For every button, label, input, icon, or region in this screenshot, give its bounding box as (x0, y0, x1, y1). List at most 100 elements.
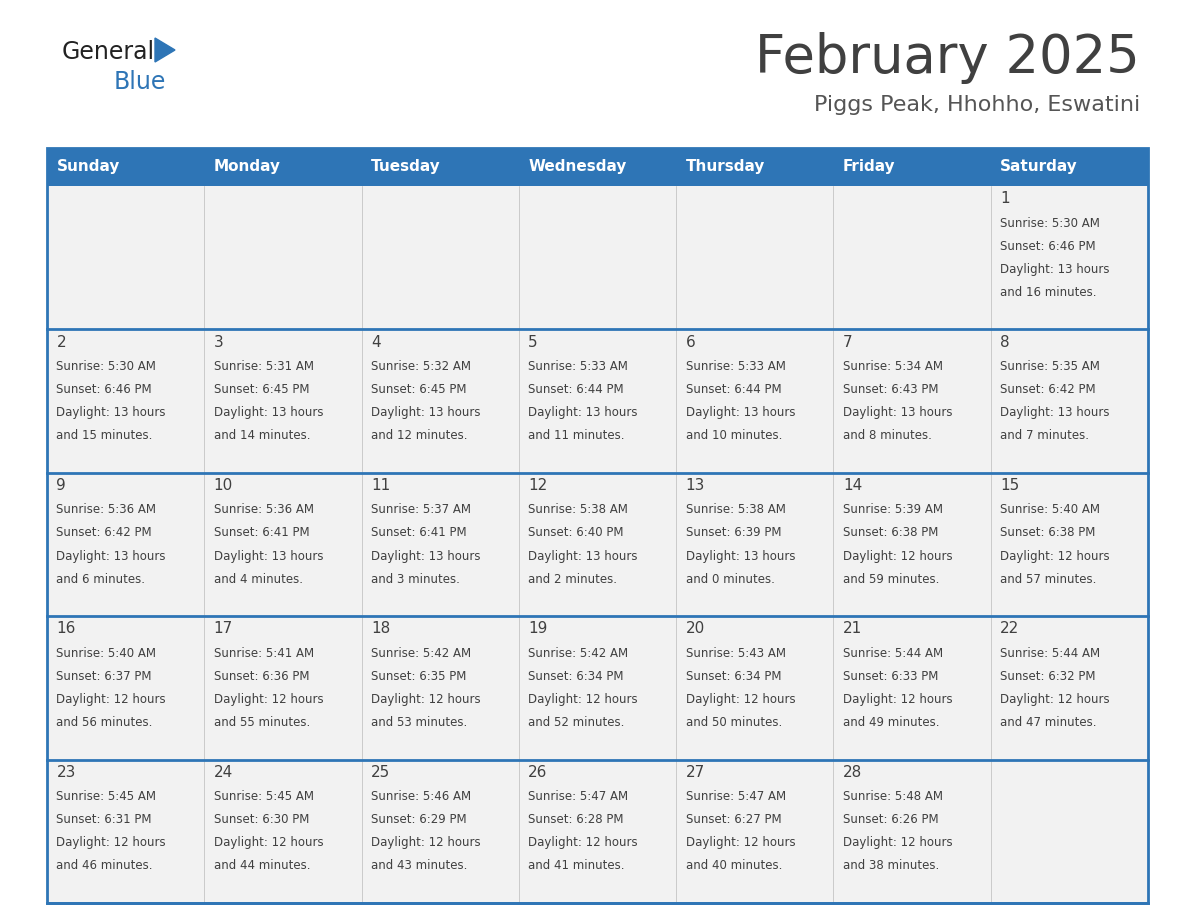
Bar (834, 186, 991, 330)
Text: Sunrise: 5:44 AM: Sunrise: 5:44 AM (1000, 646, 1100, 660)
Text: 18: 18 (371, 621, 391, 636)
Text: Sunset: 6:31 PM: Sunset: 6:31 PM (57, 813, 152, 826)
Bar (519, 759, 676, 903)
Text: Sunset: 6:29 PM: Sunset: 6:29 PM (371, 813, 467, 826)
Bar (204, 148, 361, 186)
Text: Daylight: 12 hours: Daylight: 12 hours (685, 693, 795, 706)
Text: and 52 minutes.: and 52 minutes. (529, 716, 625, 729)
Text: 21: 21 (842, 621, 862, 636)
Text: and 38 minutes.: and 38 minutes. (842, 859, 940, 872)
Text: Sunrise: 5:47 AM: Sunrise: 5:47 AM (685, 790, 785, 803)
Text: Sunrise: 5:44 AM: Sunrise: 5:44 AM (842, 646, 943, 660)
Text: Sunset: 6:38 PM: Sunset: 6:38 PM (842, 526, 939, 540)
Text: 11: 11 (371, 478, 391, 493)
Text: Sunset: 6:42 PM: Sunset: 6:42 PM (57, 526, 152, 540)
Bar (204, 330, 361, 473)
Text: Sunrise: 5:36 AM: Sunrise: 5:36 AM (57, 503, 157, 516)
Bar (48, 330, 204, 473)
Text: Sunset: 6:46 PM: Sunset: 6:46 PM (57, 383, 152, 396)
Text: and 4 minutes.: and 4 minutes. (214, 573, 303, 586)
Text: Daylight: 12 hours: Daylight: 12 hours (371, 693, 481, 706)
Bar (519, 473, 676, 616)
Text: 7: 7 (842, 335, 853, 350)
Bar (676, 330, 834, 473)
Text: and 0 minutes.: and 0 minutes. (685, 573, 775, 586)
Text: and 43 minutes.: and 43 minutes. (371, 859, 467, 872)
Text: 24: 24 (214, 765, 233, 779)
Text: Sunset: 6:46 PM: Sunset: 6:46 PM (1000, 240, 1095, 252)
Text: Sunrise: 5:42 AM: Sunrise: 5:42 AM (529, 646, 628, 660)
Bar (676, 148, 834, 186)
Text: and 40 minutes.: and 40 minutes. (685, 859, 782, 872)
Text: Daylight: 12 hours: Daylight: 12 hours (1000, 693, 1110, 706)
Text: Daylight: 13 hours: Daylight: 13 hours (1000, 263, 1110, 275)
Text: and 49 minutes.: and 49 minutes. (842, 716, 940, 729)
Text: Daylight: 13 hours: Daylight: 13 hours (529, 550, 638, 563)
Bar (361, 148, 519, 186)
Text: Sunset: 6:44 PM: Sunset: 6:44 PM (685, 383, 782, 396)
Text: and 41 minutes.: and 41 minutes. (529, 859, 625, 872)
Text: Daylight: 12 hours: Daylight: 12 hours (685, 836, 795, 849)
Text: Friday: Friday (842, 160, 896, 174)
Text: and 46 minutes.: and 46 minutes. (57, 859, 153, 872)
Text: and 7 minutes.: and 7 minutes. (1000, 430, 1089, 442)
Bar (834, 148, 991, 186)
Text: Daylight: 12 hours: Daylight: 12 hours (529, 693, 638, 706)
Text: Sunrise: 5:38 AM: Sunrise: 5:38 AM (685, 503, 785, 516)
Text: Daylight: 12 hours: Daylight: 12 hours (371, 836, 481, 849)
Text: 1: 1 (1000, 191, 1010, 207)
Text: Daylight: 13 hours: Daylight: 13 hours (685, 550, 795, 563)
Text: Sunrise: 5:38 AM: Sunrise: 5:38 AM (529, 503, 628, 516)
Text: 15: 15 (1000, 478, 1019, 493)
Text: Sunset: 6:34 PM: Sunset: 6:34 PM (529, 670, 624, 683)
Text: Sunrise: 5:37 AM: Sunrise: 5:37 AM (371, 503, 470, 516)
Text: Daylight: 13 hours: Daylight: 13 hours (214, 406, 323, 420)
Bar (676, 616, 834, 759)
Text: Sunset: 6:36 PM: Sunset: 6:36 PM (214, 670, 309, 683)
Text: 5: 5 (529, 335, 538, 350)
Text: Sunset: 6:30 PM: Sunset: 6:30 PM (214, 813, 309, 826)
Bar (834, 330, 991, 473)
Text: 16: 16 (57, 621, 76, 636)
Text: 25: 25 (371, 765, 391, 779)
Text: Sunrise: 5:43 AM: Sunrise: 5:43 AM (685, 646, 785, 660)
Text: Sunset: 6:34 PM: Sunset: 6:34 PM (685, 670, 781, 683)
Bar (519, 330, 676, 473)
Text: Daylight: 13 hours: Daylight: 13 hours (214, 550, 323, 563)
Text: Sunrise: 5:41 AM: Sunrise: 5:41 AM (214, 646, 314, 660)
Text: Sunset: 6:45 PM: Sunset: 6:45 PM (214, 383, 309, 396)
Text: Thursday: Thursday (685, 160, 765, 174)
Bar (48, 148, 1148, 903)
Bar (204, 473, 361, 616)
Text: Wednesday: Wednesday (529, 160, 626, 174)
Text: Daylight: 13 hours: Daylight: 13 hours (842, 406, 953, 420)
Text: Saturday: Saturday (1000, 160, 1078, 174)
Text: 13: 13 (685, 478, 704, 493)
Text: and 57 minutes.: and 57 minutes. (1000, 573, 1097, 586)
Text: Daylight: 12 hours: Daylight: 12 hours (842, 550, 953, 563)
Text: Daylight: 13 hours: Daylight: 13 hours (57, 406, 166, 420)
Bar (519, 616, 676, 759)
Text: Sunrise: 5:35 AM: Sunrise: 5:35 AM (1000, 360, 1100, 373)
Bar (991, 148, 1148, 186)
Text: February 2025: February 2025 (756, 32, 1140, 84)
Text: 22: 22 (1000, 621, 1019, 636)
Bar (991, 473, 1148, 616)
Bar (48, 616, 204, 759)
Text: Sunset: 6:39 PM: Sunset: 6:39 PM (685, 526, 781, 540)
Bar (204, 186, 361, 330)
Text: and 53 minutes.: and 53 minutes. (371, 716, 467, 729)
Text: Daylight: 13 hours: Daylight: 13 hours (57, 550, 166, 563)
Text: Sunrise: 5:32 AM: Sunrise: 5:32 AM (371, 360, 470, 373)
Text: Sunset: 6:41 PM: Sunset: 6:41 PM (371, 526, 467, 540)
Text: Sunrise: 5:47 AM: Sunrise: 5:47 AM (529, 790, 628, 803)
Text: Daylight: 12 hours: Daylight: 12 hours (57, 836, 166, 849)
Text: 10: 10 (214, 478, 233, 493)
Text: and 2 minutes.: and 2 minutes. (529, 573, 618, 586)
Text: 14: 14 (842, 478, 862, 493)
Bar (361, 616, 519, 759)
Text: 9: 9 (57, 478, 67, 493)
Text: Daylight: 12 hours: Daylight: 12 hours (214, 836, 323, 849)
Text: Sunrise: 5:30 AM: Sunrise: 5:30 AM (57, 360, 157, 373)
Text: and 10 minutes.: and 10 minutes. (685, 430, 782, 442)
